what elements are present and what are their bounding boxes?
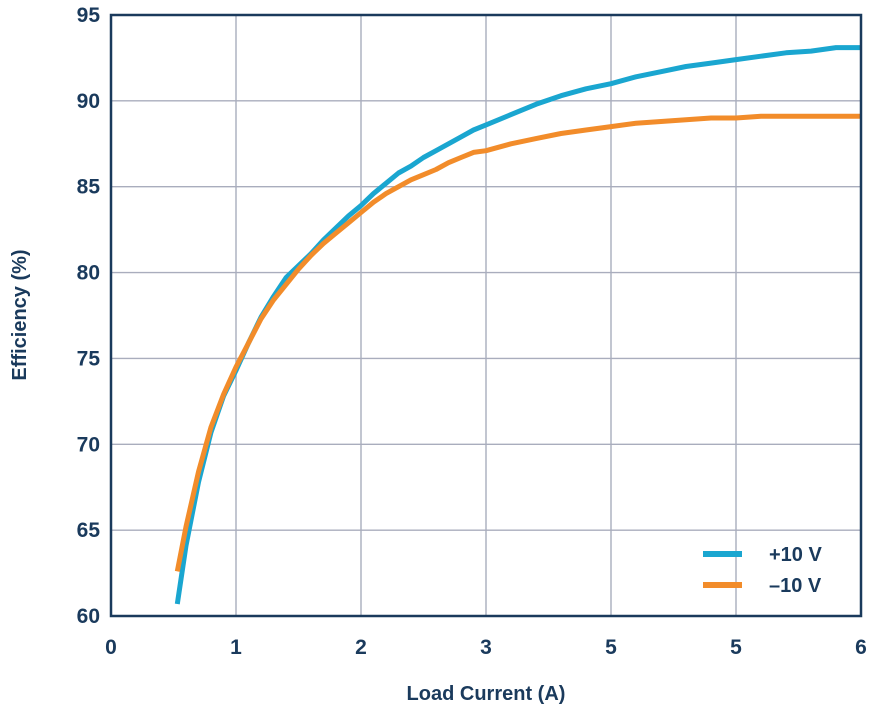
x-tick-label: 0 — [105, 636, 117, 659]
y-tick-label: 80 — [77, 262, 100, 285]
series-lines — [174, 45, 861, 605]
legend: +10 V –10 V — [703, 544, 822, 597]
x-tick-labels: 0 1 2 3 5 5 6 — [105, 636, 867, 659]
series-line-minus-10v — [174, 113, 861, 572]
y-tick-label: 95 — [77, 4, 101, 27]
x-tick-label: 1 — [230, 636, 242, 659]
y-tick-label: 60 — [77, 605, 100, 628]
x-axis-title: Load Current (A) — [407, 683, 566, 705]
plot-frame — [109, 13, 863, 618]
x-tick-label: 2 — [355, 636, 367, 659]
x-tick-label: 6 — [855, 636, 867, 659]
y-tick-label: 65 — [77, 519, 101, 542]
x-tick-label: 5 — [730, 636, 742, 659]
grid-lines — [111, 15, 861, 616]
y-tick-label: 70 — [77, 433, 100, 456]
x-tick-label: 3 — [480, 636, 492, 659]
y-tick-label: 90 — [77, 90, 100, 113]
x-tick-label: 5 — [605, 636, 617, 659]
y-tick-labels: 60 65 70 75 80 85 90 95 — [77, 4, 101, 628]
y-tick-label: 75 — [77, 347, 101, 370]
legend-label: +10 V — [769, 544, 822, 566]
y-tick-label: 85 — [77, 176, 101, 199]
y-axis-title: Efficiency (%) — [9, 249, 31, 380]
legend-label: –10 V — [769, 575, 822, 597]
series-line-plus-10v — [174, 45, 861, 605]
